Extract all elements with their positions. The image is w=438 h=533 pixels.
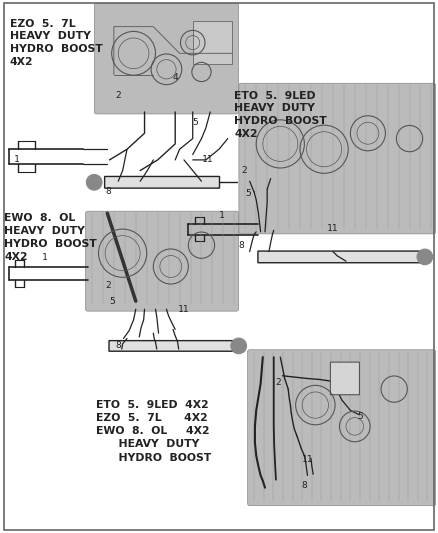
FancyBboxPatch shape <box>105 176 219 188</box>
Circle shape <box>86 174 102 190</box>
Text: 5: 5 <box>357 413 363 421</box>
Text: EZO  5.  7L
HEAVY  DUTY
HYDRO  BOOST
4X2: EZO 5. 7L HEAVY DUTY HYDRO BOOST 4X2 <box>10 19 102 67</box>
FancyBboxPatch shape <box>258 251 421 263</box>
Text: 5: 5 <box>192 118 198 127</box>
Text: 11: 11 <box>202 156 214 164</box>
Text: 2: 2 <box>275 378 281 387</box>
Text: 11: 11 <box>302 455 314 464</box>
FancyBboxPatch shape <box>109 341 233 351</box>
Text: 11: 11 <box>327 224 339 232</box>
Text: ETO  5.  9LED
HEAVY  DUTY
HYDRO  BOOST
4X2: ETO 5. 9LED HEAVY DUTY HYDRO BOOST 4X2 <box>234 91 327 139</box>
Text: 8: 8 <box>106 188 112 196</box>
Text: 1: 1 <box>218 212 224 220</box>
Text: 1: 1 <box>42 253 48 262</box>
Text: 1: 1 <box>14 156 20 164</box>
Circle shape <box>231 338 247 354</box>
Text: 5: 5 <box>109 297 115 305</box>
Text: 8: 8 <box>115 341 121 350</box>
Text: 4: 4 <box>172 73 178 82</box>
Text: ETO  5.  9LED  4X2
EZO  5.  7L      4X2
EWO  8.  OL     4X2
      HEAVY  DUTY
  : ETO 5. 9LED 4X2 EZO 5. 7L 4X2 EWO 8. OL … <box>96 400 212 463</box>
Text: 2: 2 <box>106 281 112 289</box>
Bar <box>193 21 232 64</box>
FancyBboxPatch shape <box>247 350 436 506</box>
FancyBboxPatch shape <box>85 211 239 311</box>
FancyBboxPatch shape <box>330 362 360 395</box>
FancyBboxPatch shape <box>94 3 239 114</box>
Text: 5: 5 <box>245 189 251 198</box>
Text: 8: 8 <box>301 481 307 489</box>
Text: EWO  8.  OL
HEAVY  DUTY
HYDRO  BOOST
4X2: EWO 8. OL HEAVY DUTY HYDRO BOOST 4X2 <box>4 213 97 262</box>
Text: 11: 11 <box>177 305 189 313</box>
FancyBboxPatch shape <box>239 83 436 234</box>
Text: 8: 8 <box>238 241 244 249</box>
Text: 2: 2 <box>241 166 247 175</box>
Circle shape <box>417 249 433 265</box>
Text: 2: 2 <box>115 92 121 100</box>
